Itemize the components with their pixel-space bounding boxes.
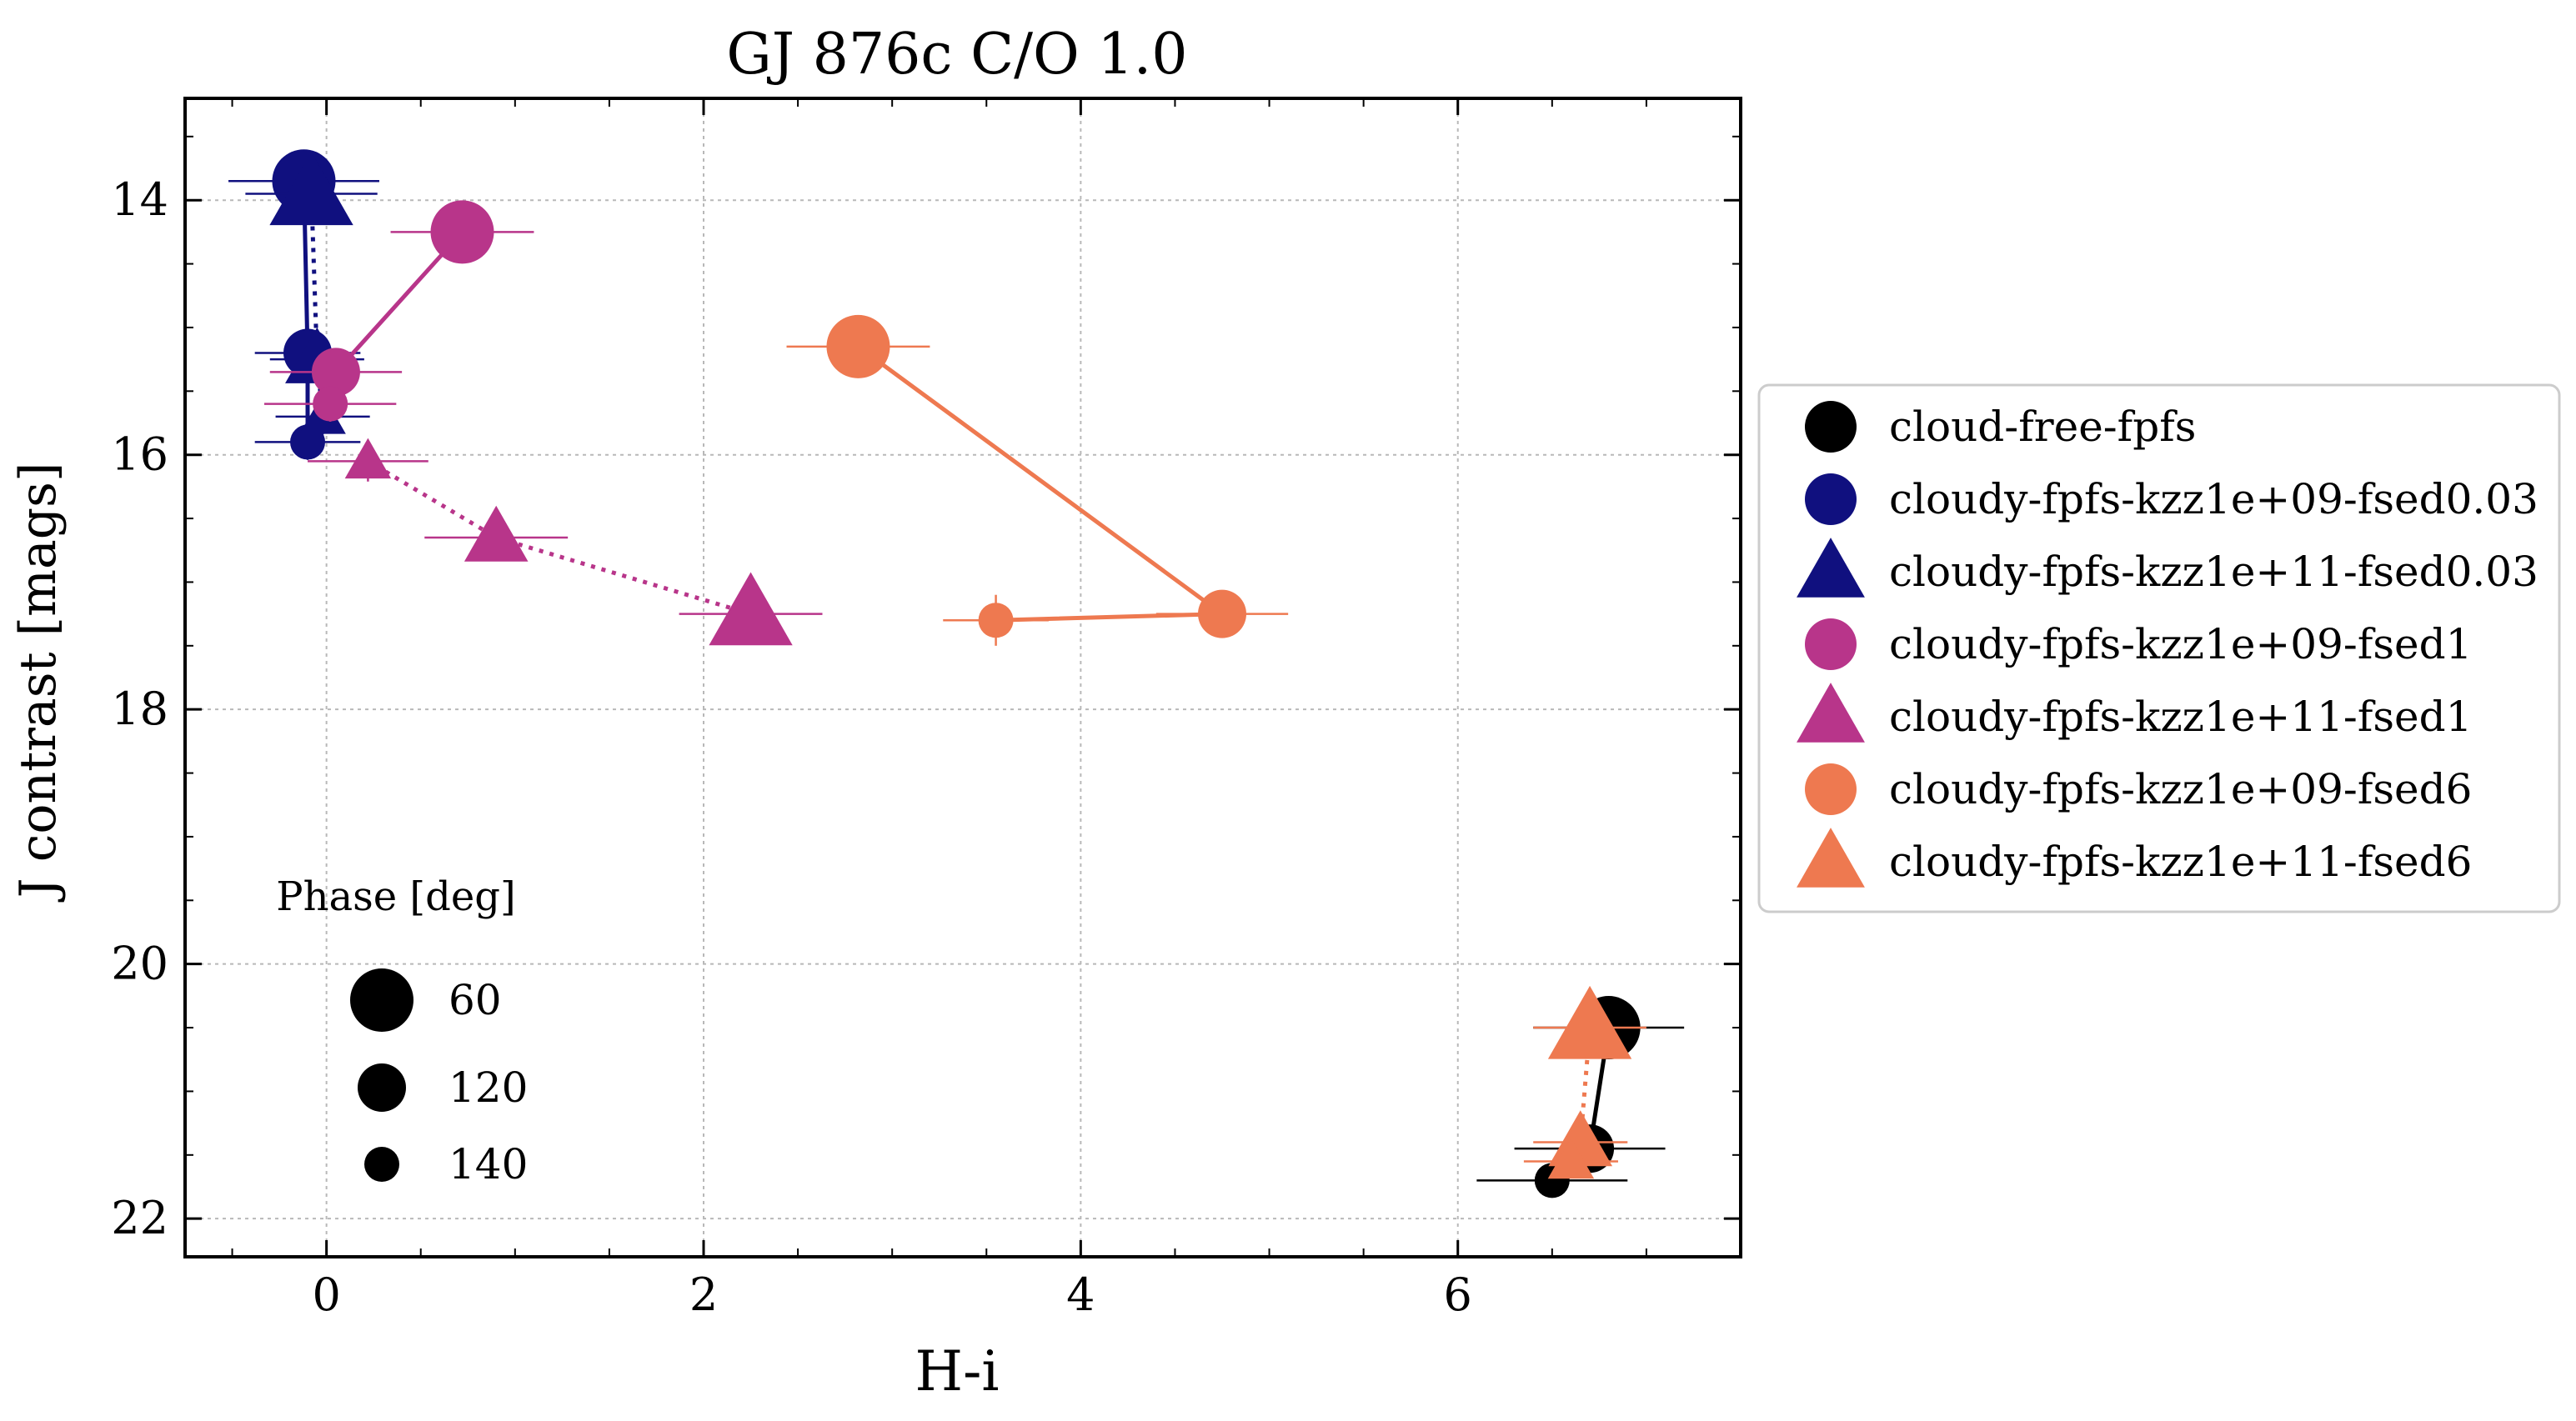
series-cloudy-fpfs-kzz1e+11-fsed1 bbox=[308, 438, 823, 646]
legend-marker bbox=[1805, 618, 1857, 670]
legend-label: cloudy-fpfs-kzz1e+11-fsed0.03 bbox=[1889, 548, 2538, 596]
plot-frame bbox=[183, 97, 1742, 1258]
legend-label: cloudy-fpfs-kzz1e+09-fsed1 bbox=[1889, 620, 2472, 668]
x-tick-label: 2 bbox=[689, 1268, 718, 1321]
series-cloudy-fpfs-kzz1e+09-fsed1 bbox=[263, 200, 534, 422]
data-point bbox=[344, 438, 392, 479]
phase-legend: Phase [deg] 60 120 140 bbox=[276, 873, 528, 1188]
phase-legend-label: 120 bbox=[449, 1063, 528, 1112]
data-point bbox=[709, 572, 793, 646]
chart-title: GJ 876c C/O 1.0 bbox=[726, 22, 1187, 88]
series-cloudy-fpfs-kzz1e+11-fsed6 bbox=[1523, 985, 1646, 1179]
data-point bbox=[1547, 985, 1632, 1059]
y-tick-label: 18 bbox=[111, 683, 168, 735]
y-tick-label: 14 bbox=[111, 173, 168, 226]
legend-label: cloud-free-fpfs bbox=[1889, 403, 2196, 451]
legend-label: cloudy-fpfs-kzz1e+11-fsed1 bbox=[1889, 693, 2472, 741]
phase-legend-title: Phase [deg] bbox=[276, 873, 515, 920]
x-tick-label: 6 bbox=[1444, 1268, 1472, 1321]
legend-marker bbox=[1797, 538, 1865, 598]
plot-series bbox=[228, 149, 1685, 1198]
phase-legend-marker bbox=[358, 1063, 406, 1112]
y-tick-label: 22 bbox=[111, 1192, 168, 1244]
grid bbox=[185, 98, 1741, 1257]
legend-marker bbox=[1805, 763, 1857, 815]
phase-legend-marker bbox=[350, 968, 413, 1032]
data-point bbox=[826, 314, 890, 378]
legend-label: cloudy-fpfs-kzz1e+11-fsed6 bbox=[1889, 838, 2472, 886]
data-point bbox=[313, 386, 348, 422]
y-tick-label: 16 bbox=[111, 428, 168, 481]
legend-label: cloudy-fpfs-kzz1e+09-fsed6 bbox=[1889, 765, 2472, 813]
data-point bbox=[311, 348, 360, 397]
data-point bbox=[269, 152, 353, 226]
data-point bbox=[1547, 1138, 1595, 1179]
y-axis-label: J contrast [mags] bbox=[9, 463, 68, 903]
legend-marker bbox=[1797, 683, 1865, 743]
legend-label: cloudy-fpfs-kzz1e+09-fsed0.03 bbox=[1889, 475, 2538, 523]
legend-marker bbox=[1797, 828, 1865, 888]
axes: 0 2 4 6 14 16 18 20 22 bbox=[111, 97, 1742, 1321]
phase-legend-label: 60 bbox=[449, 976, 502, 1024]
x-axis-label: H-i bbox=[915, 1339, 1000, 1403]
y-tick-label: 20 bbox=[111, 938, 168, 990]
series-legend: cloud-free-fpfs cloudy-fpfs-kzz1e+09-fsed… bbox=[1757, 383, 2561, 913]
series-cloudy-fpfs-kzz1e+09-fsed6 bbox=[786, 314, 1289, 646]
data-point bbox=[978, 603, 1014, 638]
legend-marker bbox=[1805, 401, 1857, 453]
data-point bbox=[464, 505, 529, 562]
legend-marker bbox=[1805, 473, 1857, 525]
series-legend-frame bbox=[1757, 383, 2561, 913]
phase-legend-marker bbox=[364, 1147, 399, 1182]
data-point bbox=[430, 200, 494, 264]
phase-legend-label: 140 bbox=[449, 1140, 528, 1188]
data-point bbox=[1198, 589, 1246, 638]
series-line bbox=[367, 459, 752, 617]
x-tick-label: 0 bbox=[312, 1268, 340, 1321]
x-tick-label: 4 bbox=[1066, 1268, 1095, 1321]
